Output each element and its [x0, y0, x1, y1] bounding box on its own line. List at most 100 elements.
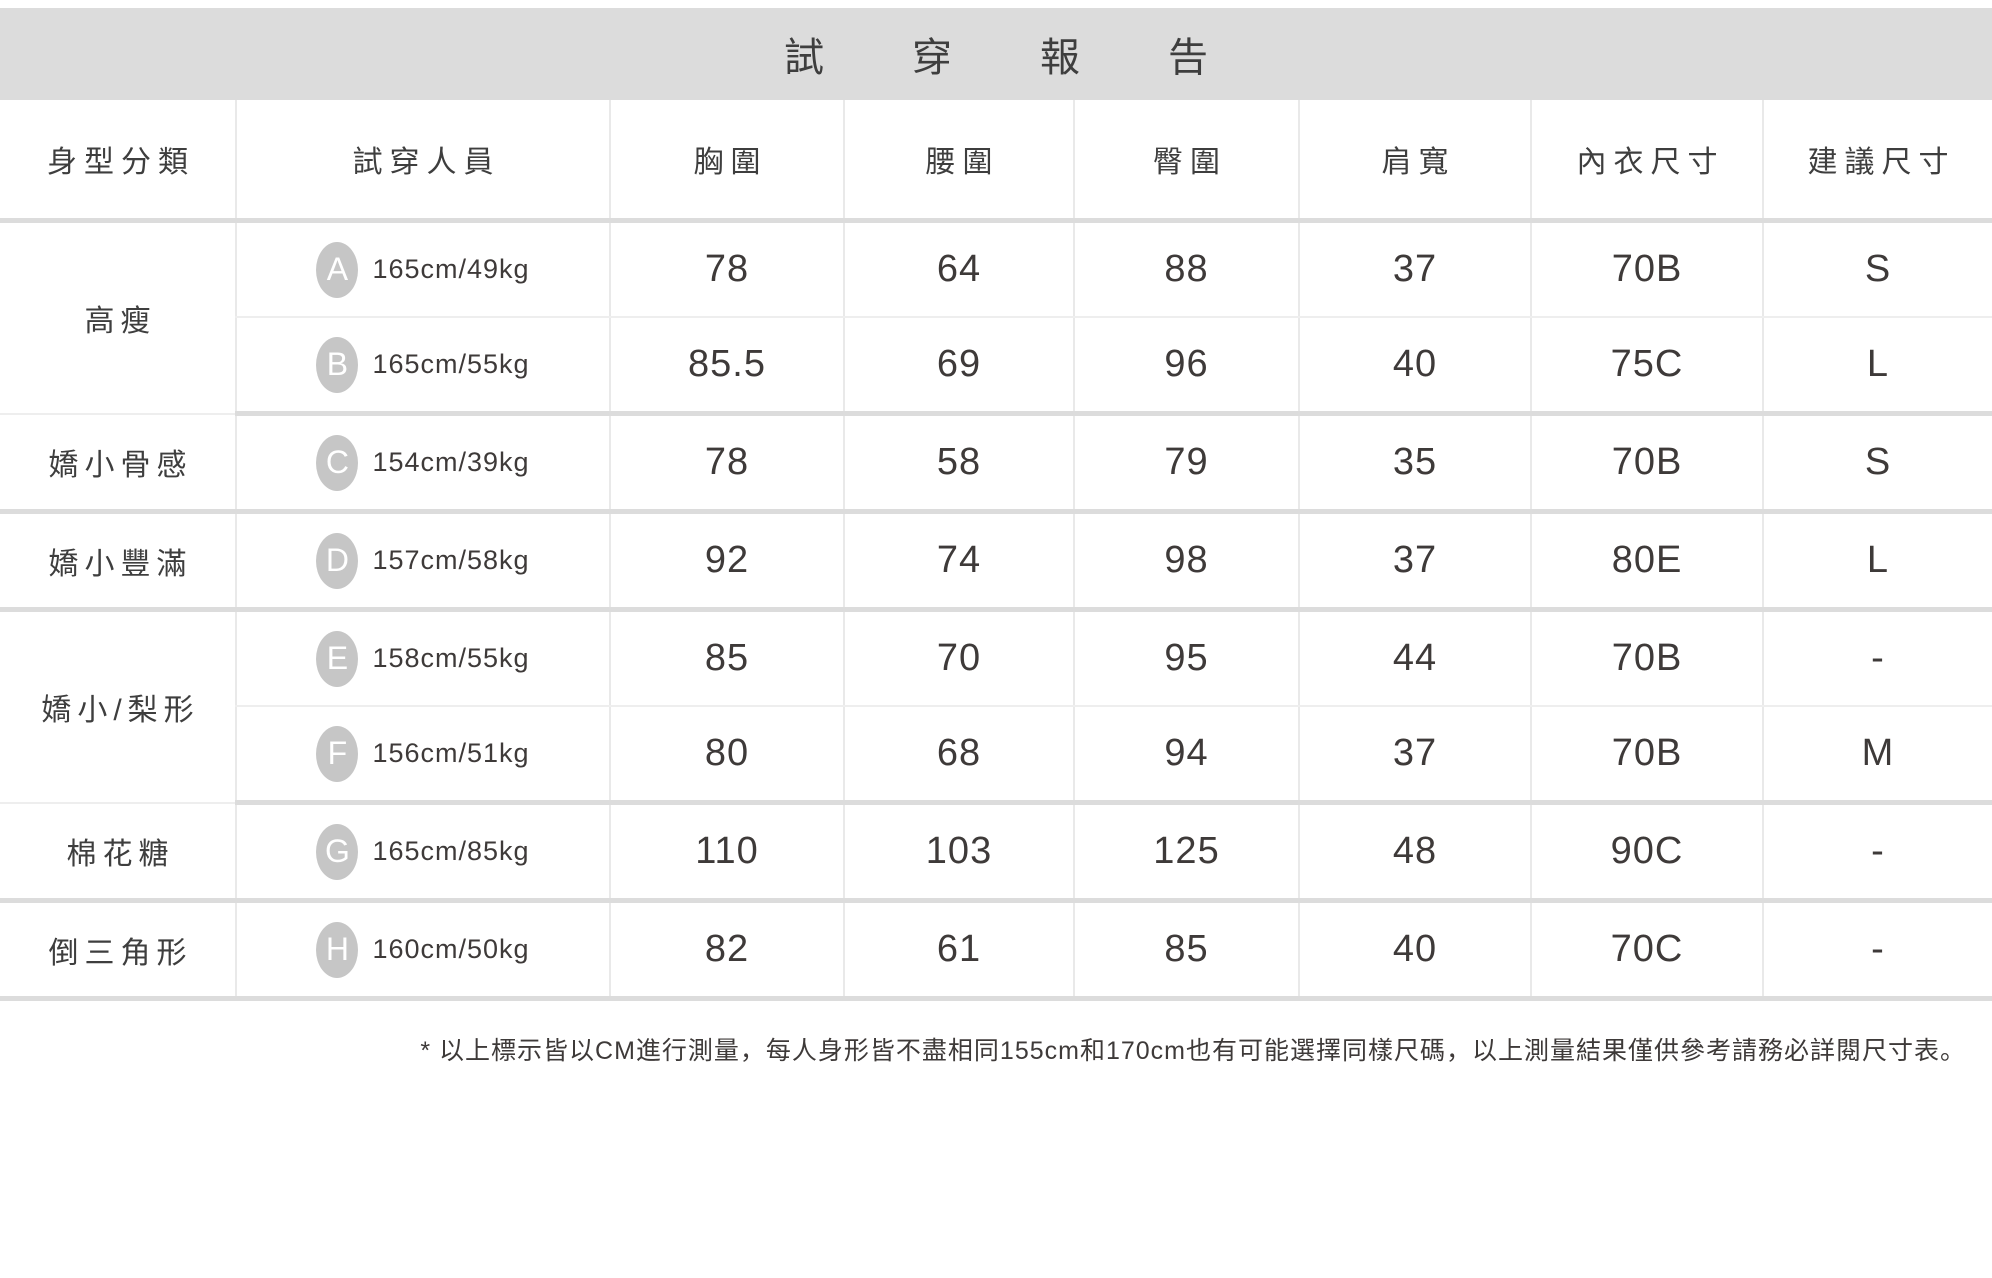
waist-cell: 61 — [843, 900, 1074, 1001]
bust-cell: 92 — [609, 511, 844, 612]
report-title: 試穿報告 — [784, 36, 1296, 80]
bust-cell: 85 — [609, 609, 844, 707]
suggested-size-cell: - — [1762, 609, 1992, 707]
hip-cell: 96 — [1073, 317, 1299, 416]
bra-size-cell: 75C — [1530, 317, 1763, 416]
shoulder-cell: 40 — [1298, 900, 1531, 1001]
shoulder-cell: 44 — [1298, 609, 1531, 707]
bust-cell: 80 — [609, 706, 844, 805]
col-header-suggested-size: 建議尺寸 — [1762, 100, 1992, 223]
tester-cell: E 158cm/55kg — [235, 609, 610, 707]
waist-cell: 64 — [843, 220, 1074, 318]
table-row-g: 棉花糖 G 165cm/85kg 110 103 125 48 90C - — [0, 802, 1992, 903]
bra-size-cell: 70C — [1530, 900, 1763, 1001]
tester-cell: D 157cm/58kg — [235, 511, 610, 612]
col-header-body-type: 身型分類 — [0, 100, 236, 223]
tester-height-weight: 165cm/49kg — [372, 254, 530, 284]
body-type-cell: 嬌小豐滿 — [0, 511, 236, 612]
suggested-size-cell: - — [1762, 802, 1992, 903]
header-row: 身型分類 試穿人員 胸圍 腰圍 臀圍 肩寬 內衣尺寸 建議尺寸 — [0, 100, 1992, 223]
suggested-size-cell: S — [1762, 220, 1992, 318]
table-row-d: 嬌小豐滿 D 157cm/58kg 92 74 98 37 80E L — [0, 511, 1992, 612]
waist-cell: 74 — [843, 511, 1074, 612]
tester-height-weight: 157cm/58kg — [372, 545, 530, 575]
tester-badge: C — [316, 434, 359, 491]
shoulder-cell: 37 — [1298, 511, 1531, 612]
table-row-h: 倒三角形 H 160cm/50kg 82 61 85 40 70C - — [0, 900, 1992, 1001]
col-header-waist: 腰圍 — [843, 100, 1074, 223]
tester-badge: D — [316, 532, 359, 589]
col-header-bra-size: 內衣尺寸 — [1530, 100, 1763, 223]
waist-cell: 58 — [843, 413, 1074, 514]
col-header-shoulder: 肩寬 — [1298, 100, 1531, 223]
tester-cell: H 160cm/50kg — [235, 900, 610, 1001]
tester-badge: G — [316, 823, 359, 880]
bra-size-cell: 70B — [1530, 706, 1763, 805]
body-type-cell: 嬌小/梨形 — [0, 609, 236, 804]
body-type-cell: 倒三角形 — [0, 900, 236, 1001]
hip-cell: 98 — [1073, 511, 1299, 612]
bust-cell: 78 — [609, 413, 844, 514]
hip-cell: 85 — [1073, 900, 1299, 1001]
table-row-c: 嬌小骨感 C 154cm/39kg 78 58 79 35 70B S — [0, 413, 1992, 514]
waist-cell: 69 — [843, 317, 1074, 416]
tester-badge: F — [316, 725, 359, 782]
bra-size-cell: 70B — [1530, 609, 1763, 707]
hip-cell: 125 — [1073, 802, 1299, 903]
tester-cell: F 156cm/51kg — [235, 706, 610, 805]
col-header-hip: 臀圍 — [1073, 100, 1299, 223]
bust-cell: 85.5 — [609, 317, 844, 416]
tester-height-weight: 165cm/85kg — [372, 836, 530, 866]
table-row-e: 嬌小/梨形 E 158cm/55kg 85 70 95 44 70B - — [0, 609, 1992, 804]
bra-size-cell: 70B — [1530, 220, 1763, 318]
body-type-cell: 高瘦 — [0, 220, 236, 415]
hip-cell: 95 — [1073, 609, 1299, 707]
tester-height-weight: 160cm/50kg — [372, 934, 530, 964]
shoulder-cell: 37 — [1298, 706, 1531, 805]
tester-height-weight: 158cm/55kg — [372, 643, 530, 673]
report-title-bar: 試穿報告 — [0, 8, 1992, 100]
hip-cell: 79 — [1073, 413, 1299, 514]
tester-badge: A — [316, 241, 359, 298]
bra-size-cell: 90C — [1530, 802, 1763, 903]
fitting-report-table: 身型分類 試穿人員 胸圍 腰圍 臀圍 肩寬 內衣尺寸 建議尺寸 高瘦 A 165… — [0, 100, 1992, 1001]
hip-cell: 88 — [1073, 220, 1299, 318]
tester-height-weight: 165cm/55kg — [372, 349, 530, 379]
shoulder-cell: 48 — [1298, 802, 1531, 903]
tester-badge: H — [316, 921, 359, 978]
tester-height-weight: 156cm/51kg — [372, 738, 530, 768]
tester-cell: G 165cm/85kg — [235, 802, 610, 903]
bra-size-cell: 70B — [1530, 413, 1763, 514]
col-header-bust: 胸圍 — [609, 100, 844, 223]
waist-cell: 68 — [843, 706, 1074, 805]
bust-cell: 82 — [609, 900, 844, 1001]
suggested-size-cell: M — [1762, 706, 1992, 805]
tester-cell: A 165cm/49kg — [235, 220, 610, 318]
waist-cell: 103 — [843, 802, 1074, 903]
shoulder-cell: 40 — [1298, 317, 1531, 416]
table-row-f: F 156cm/51kg 80 68 94 37 70B M — [0, 706, 1992, 805]
shoulder-cell: 37 — [1298, 220, 1531, 318]
tester-cell: C 154cm/39kg — [235, 413, 610, 514]
suggested-size-cell: - — [1762, 900, 1992, 1001]
suggested-size-cell: L — [1762, 511, 1992, 612]
waist-cell: 70 — [843, 609, 1074, 707]
tester-badge: B — [316, 336, 359, 393]
table-row-b: B 165cm/55kg 85.5 69 96 40 75C L — [0, 317, 1992, 416]
measurement-footnote: * 以上標示皆以CM進行測量，每人身形皆不盡相同155cm和170cm也有可能選… — [420, 1037, 1966, 1065]
suggested-size-cell: L — [1762, 317, 1992, 416]
shoulder-cell: 35 — [1298, 413, 1531, 514]
bust-cell: 78 — [609, 220, 844, 318]
tester-badge: E — [316, 630, 359, 687]
tester-cell: B 165cm/55kg — [235, 317, 610, 416]
tester-height-weight: 154cm/39kg — [372, 447, 530, 477]
col-header-tester: 試穿人員 — [235, 100, 610, 223]
suggested-size-cell: S — [1762, 413, 1992, 514]
bust-cell: 110 — [609, 802, 844, 903]
bra-size-cell: 80E — [1530, 511, 1763, 612]
body-type-cell: 棉花糖 — [0, 802, 236, 903]
body-type-cell: 嬌小骨感 — [0, 413, 236, 514]
hip-cell: 94 — [1073, 706, 1299, 805]
table-row-a: 高瘦 A 165cm/49kg 78 64 88 37 70B S — [0, 220, 1992, 415]
